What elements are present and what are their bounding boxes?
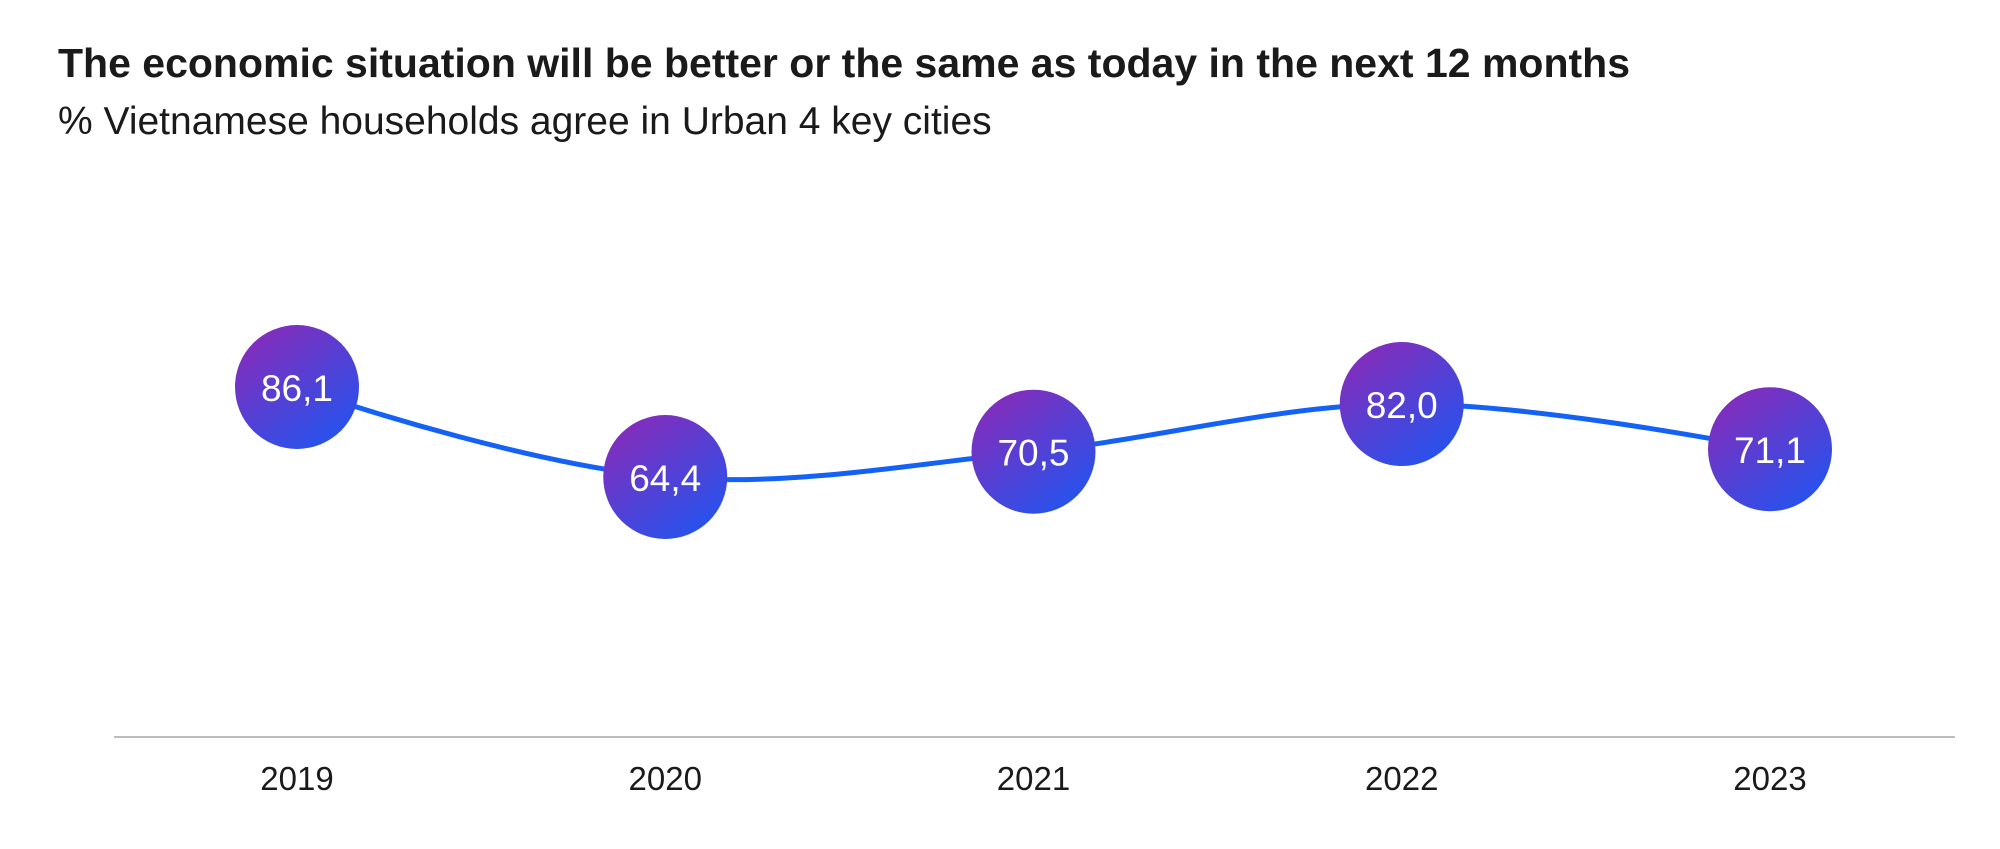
chart-title: The economic situation will be better or… bbox=[58, 40, 1630, 86]
data-label: 86,1 bbox=[261, 368, 333, 409]
x-tick-label: 2021 bbox=[997, 760, 1070, 797]
data-label: 82,0 bbox=[1366, 385, 1438, 426]
x-tick-label: 2019 bbox=[260, 760, 333, 797]
chart-subtitle: % Vietnamese households agree in Urban 4… bbox=[58, 100, 992, 143]
data-point-bubble bbox=[1708, 387, 1832, 512]
x-tick-label: 2022 bbox=[1365, 760, 1438, 797]
x-tick-label: 2020 bbox=[629, 760, 702, 797]
data-point-bubble bbox=[1339, 342, 1464, 467]
data-label: 64,4 bbox=[629, 458, 701, 499]
data-label: 71,1 bbox=[1734, 430, 1806, 471]
data-point-bubble bbox=[971, 389, 1096, 514]
data-label: 70,5 bbox=[997, 433, 1069, 474]
data-point-bubble bbox=[603, 415, 728, 539]
data-point-bubble bbox=[235, 325, 359, 449]
x-tick-label: 2023 bbox=[1733, 760, 1806, 797]
